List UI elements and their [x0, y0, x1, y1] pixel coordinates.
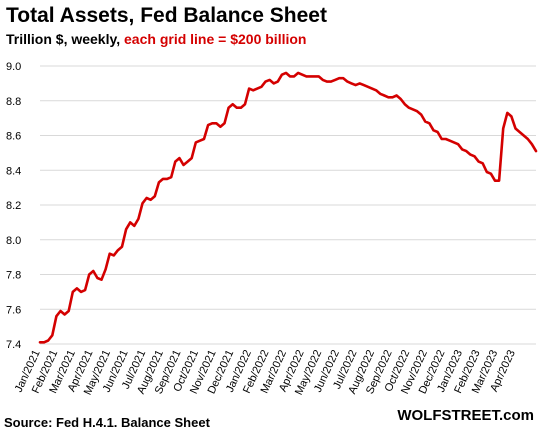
chart-title: Total Assets, Fed Balance Sheet	[6, 4, 327, 27]
brand-watermark: WOLFSTREET.com	[397, 407, 534, 424]
grid-lines	[40, 65, 536, 345]
y-tick-label: 7.6	[6, 304, 21, 316]
series-group	[38, 71, 538, 344]
y-tick-label: 7.4	[6, 339, 21, 351]
y-tick-label: 8.4	[6, 165, 21, 177]
x-axis-ticks: Jan/2021Feb/2021Mar/2021Apr/2021May/2021…	[13, 348, 518, 397]
subtitle-main: Trillion $, weekly,	[6, 31, 125, 47]
y-tick-label: 9.0	[6, 61, 21, 73]
y-tick-label: 8.2	[6, 200, 21, 212]
chart-subtitle: Trillion $, weekly, each grid line = $20…	[6, 31, 306, 47]
y-tick-label: 8.8	[6, 96, 21, 108]
y-axis-ticks: 7.4 7.6 7.8 8.0 8.2 8.4 8.6 8.8 9.0	[6, 61, 21, 351]
y-tick-label: 8.6	[6, 131, 21, 143]
subtitle-grid-note: each grid line = $200 billion	[124, 31, 307, 47]
series-line-total-assets	[38, 71, 538, 344]
y-tick-label: 7.8	[6, 270, 21, 282]
source-note: Source: Fed H.4.1. Balance Sheet	[4, 415, 210, 430]
y-tick-label: 8.0	[6, 235, 21, 247]
